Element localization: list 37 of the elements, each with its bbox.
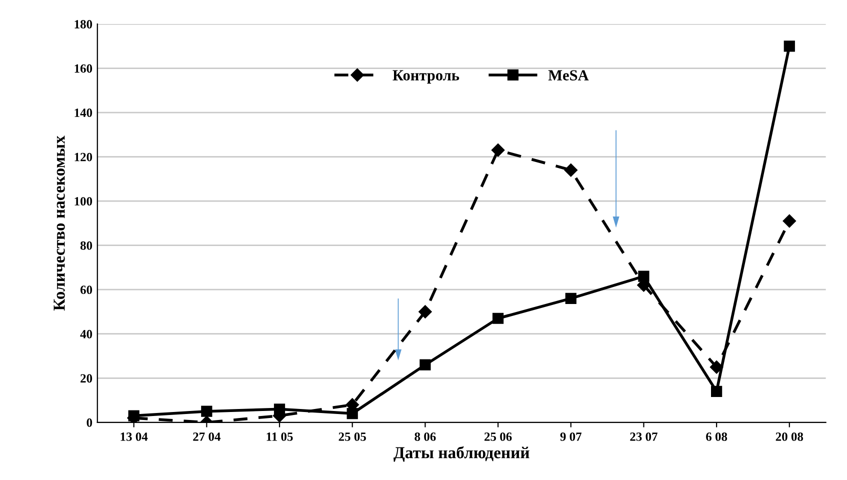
y-tick-label: 40 xyxy=(80,330,92,338)
x-tick-label: 23 07 xyxy=(630,432,658,441)
legend-label: MeSA xyxy=(548,70,589,80)
point xyxy=(711,386,722,397)
x-tick-label: 6 08 xyxy=(706,432,728,441)
point xyxy=(201,406,212,417)
x-tick-label: 11 05 xyxy=(266,432,293,441)
y-tick-label: 140 xyxy=(74,108,92,117)
y-tick-label: 120 xyxy=(74,152,92,162)
point xyxy=(418,305,432,318)
x-tick-label: 25 05 xyxy=(338,432,366,441)
x-tick-label: 8 06 xyxy=(414,432,436,441)
x-tick-label: 9 07 xyxy=(560,432,582,441)
x-axis-title: Даты наблюдений xyxy=(394,446,530,462)
point xyxy=(492,312,504,324)
x-tick-label: 20 08 xyxy=(776,432,804,441)
point xyxy=(564,163,578,177)
point xyxy=(420,359,431,370)
legend-label: Контроль xyxy=(392,70,460,84)
y-tick-label: 20 xyxy=(80,374,92,383)
point xyxy=(784,40,795,52)
point xyxy=(710,360,724,374)
y-tick-label: 100 xyxy=(74,197,92,206)
y-tick-label: 0 xyxy=(86,418,92,427)
point xyxy=(565,292,576,304)
point xyxy=(638,270,650,282)
y-tick-label: 160 xyxy=(74,64,92,73)
y-tick-label: 180 xyxy=(74,20,92,28)
x-tick-label: 25 06 xyxy=(484,432,512,441)
y-tick-label: 80 xyxy=(80,241,92,250)
point xyxy=(782,214,796,228)
y-tick-label: 60 xyxy=(80,286,92,294)
x-tick-label: 27 04 xyxy=(193,432,220,441)
point xyxy=(346,408,358,420)
x-tick-label: 13 04 xyxy=(120,432,148,441)
y-axis-title: Количество насекомых xyxy=(54,136,65,311)
point xyxy=(491,144,505,157)
